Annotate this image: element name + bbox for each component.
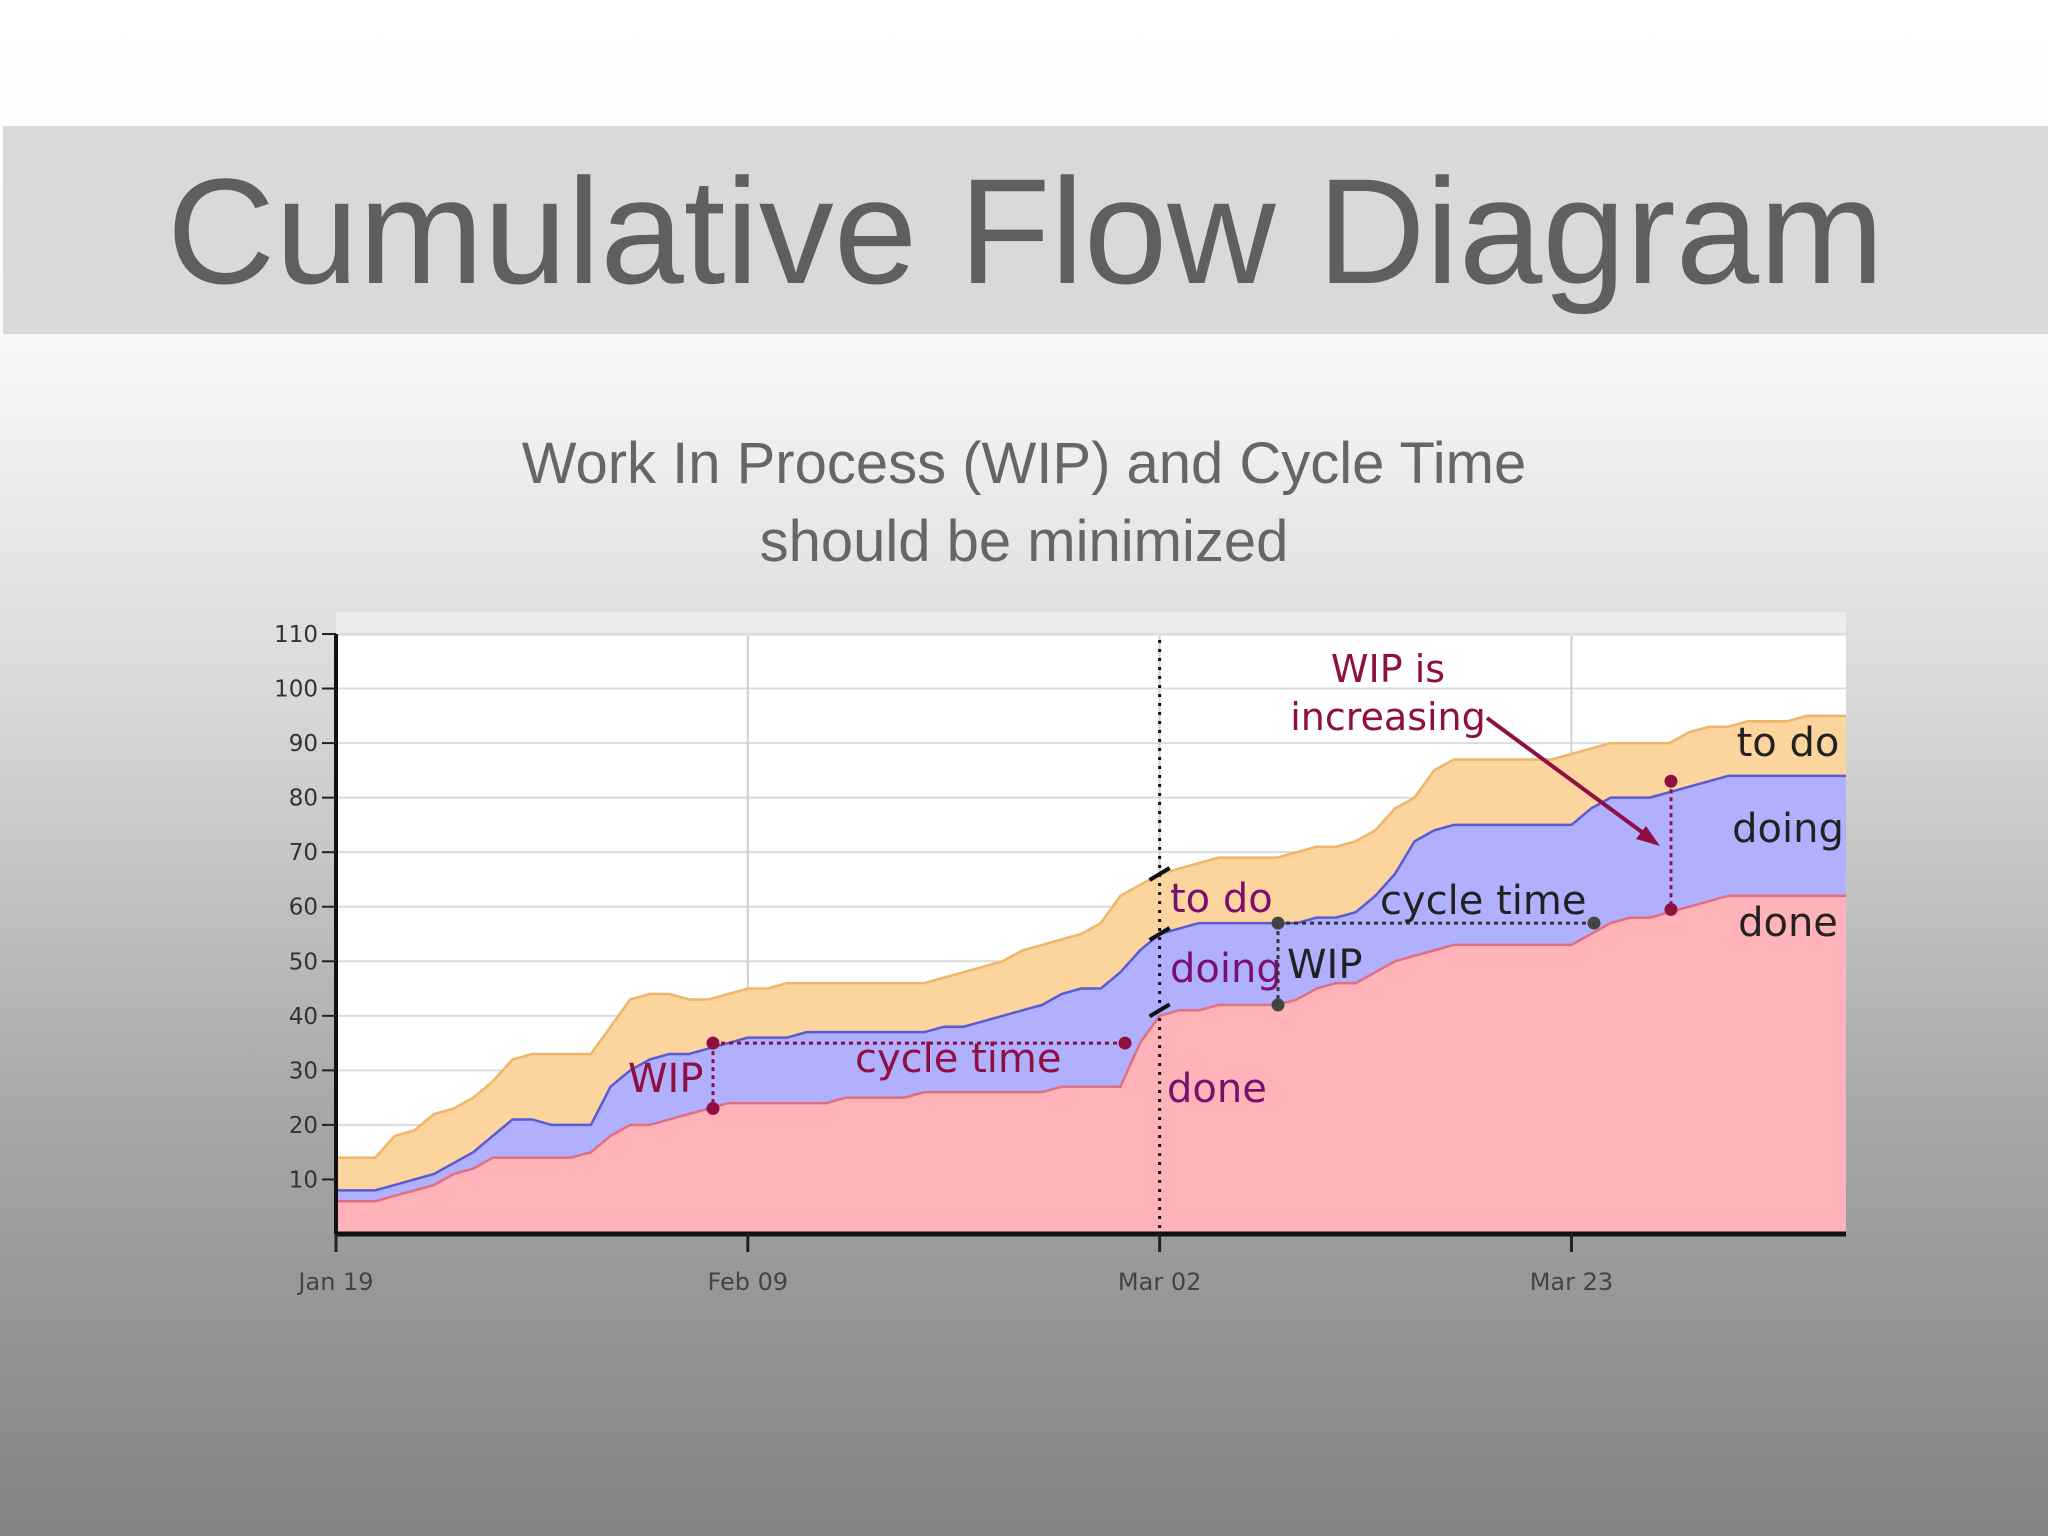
- wip-increasing-arrow-shaft: [1485, 716, 1652, 840]
- area-done: [336, 895, 1846, 1234]
- x-tick-label: Jan 19: [296, 1268, 373, 1296]
- line-to-do: [336, 714, 1846, 1159]
- y-tick-label: 90: [289, 731, 318, 757]
- axes: 10 20 30 40 50 60 70 80 90 100 110 Jan 19 Feb 09 Mar …: [274, 622, 1846, 1296]
- cycle-dot-end-left: [1118, 1036, 1132, 1050]
- y-tick-label: 60: [289, 895, 318, 921]
- slide-title: Cumulative Flow Diagram: [166, 147, 1885, 315]
- cycle-dot-end-right: [1587, 916, 1601, 930]
- done-label-mid: done: [1167, 1066, 1267, 1112]
- line-doing: [336, 774, 1846, 1192]
- wip-dot-top-right: [1664, 774, 1678, 788]
- x-tick-label: Mar 23: [1530, 1268, 1613, 1296]
- title-band: Cumulative Flow Diagram: [3, 126, 2048, 334]
- y-tick-label: 40: [289, 1004, 318, 1030]
- wip-dot-bottom-mid: [1271, 998, 1285, 1012]
- cycle-time-label-right: cycle time: [1380, 878, 1586, 924]
- doing-label-mid: doing: [1170, 946, 1282, 992]
- y-tick-label: 110: [274, 622, 318, 648]
- subtitle-line-1: Work In Process (WIP) and Cycle Time: [521, 431, 1527, 496]
- wip-dot-top-mid: [1271, 916, 1285, 930]
- legend-todo-label: to do: [1737, 720, 1840, 766]
- x-tick-label: Feb 09: [707, 1268, 788, 1296]
- band-break-mark: [1148, 866, 1171, 882]
- wip-label-left: WIP: [628, 1056, 703, 1102]
- wip-label-mid: WIP: [1287, 942, 1362, 988]
- y-tick-label: 10: [289, 1167, 318, 1193]
- slide-subtitle: Work In Process (WIP) and Cycle Time sho…: [0, 425, 2048, 581]
- line-done: [336, 894, 1846, 1203]
- x-tick-label: Mar 02: [1118, 1268, 1201, 1296]
- y-tick-label: 70: [289, 840, 318, 866]
- todo-label-mid: to do: [1170, 876, 1273, 922]
- plot-top-band: [336, 612, 1846, 636]
- wip-dot-top-left: [706, 1036, 720, 1050]
- legend-doing-label: doing: [1732, 806, 1844, 852]
- y-tick-label: 100: [274, 677, 318, 703]
- legend-done-label: done: [1738, 900, 1838, 946]
- wip-dot-bottom-right: [1664, 902, 1678, 916]
- wip-increasing-label-1: WIP is: [1331, 647, 1445, 691]
- y-tick-label: 20: [289, 1113, 318, 1139]
- y-tick-label: 50: [289, 949, 318, 975]
- cycle-time-label-left: cycle time: [855, 1036, 1061, 1082]
- y-tick-label: 30: [289, 1058, 318, 1084]
- wip-dot-bottom-left: [706, 1102, 720, 1116]
- wip-increasing-arrow-head: [1636, 826, 1660, 846]
- wip-increasing-label-2: increasing: [1290, 695, 1486, 739]
- y-tick-label: 80: [289, 786, 318, 812]
- band-break-mark: [1148, 1002, 1171, 1019]
- annotations: WIP cycle time to do doing done WIP cycle time…: [628, 640, 1844, 1234]
- subtitle-line-2: should be minimized: [759, 509, 1289, 574]
- band-break-mark: [1148, 926, 1171, 942]
- area-to-do: [336, 715, 1846, 1191]
